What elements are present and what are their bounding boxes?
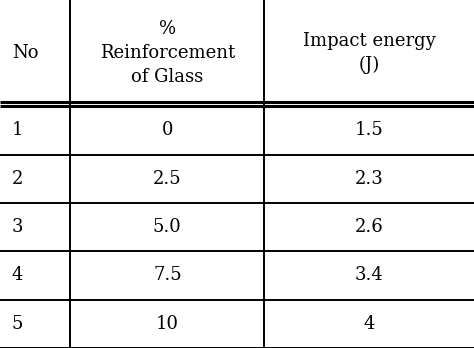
Text: 5.0: 5.0 <box>153 218 182 236</box>
Text: 10: 10 <box>156 315 179 333</box>
Text: 7.5: 7.5 <box>153 267 182 284</box>
Text: 2.6: 2.6 <box>355 218 383 236</box>
Text: %
Reinforcement
of Glass: % Reinforcement of Glass <box>100 21 235 86</box>
Text: 3: 3 <box>12 218 23 236</box>
Text: 1: 1 <box>12 121 23 139</box>
Text: 1.5: 1.5 <box>355 121 383 139</box>
Text: 5: 5 <box>12 315 23 333</box>
Text: 2.5: 2.5 <box>153 170 182 188</box>
Text: 3.4: 3.4 <box>355 267 383 284</box>
Text: 4: 4 <box>12 267 23 284</box>
Text: Impact energy
(J): Impact energy (J) <box>303 32 436 74</box>
Text: No: No <box>12 44 38 62</box>
Text: 0: 0 <box>162 121 173 139</box>
Text: 2: 2 <box>12 170 23 188</box>
Text: 2.3: 2.3 <box>355 170 383 188</box>
Text: 4: 4 <box>364 315 375 333</box>
